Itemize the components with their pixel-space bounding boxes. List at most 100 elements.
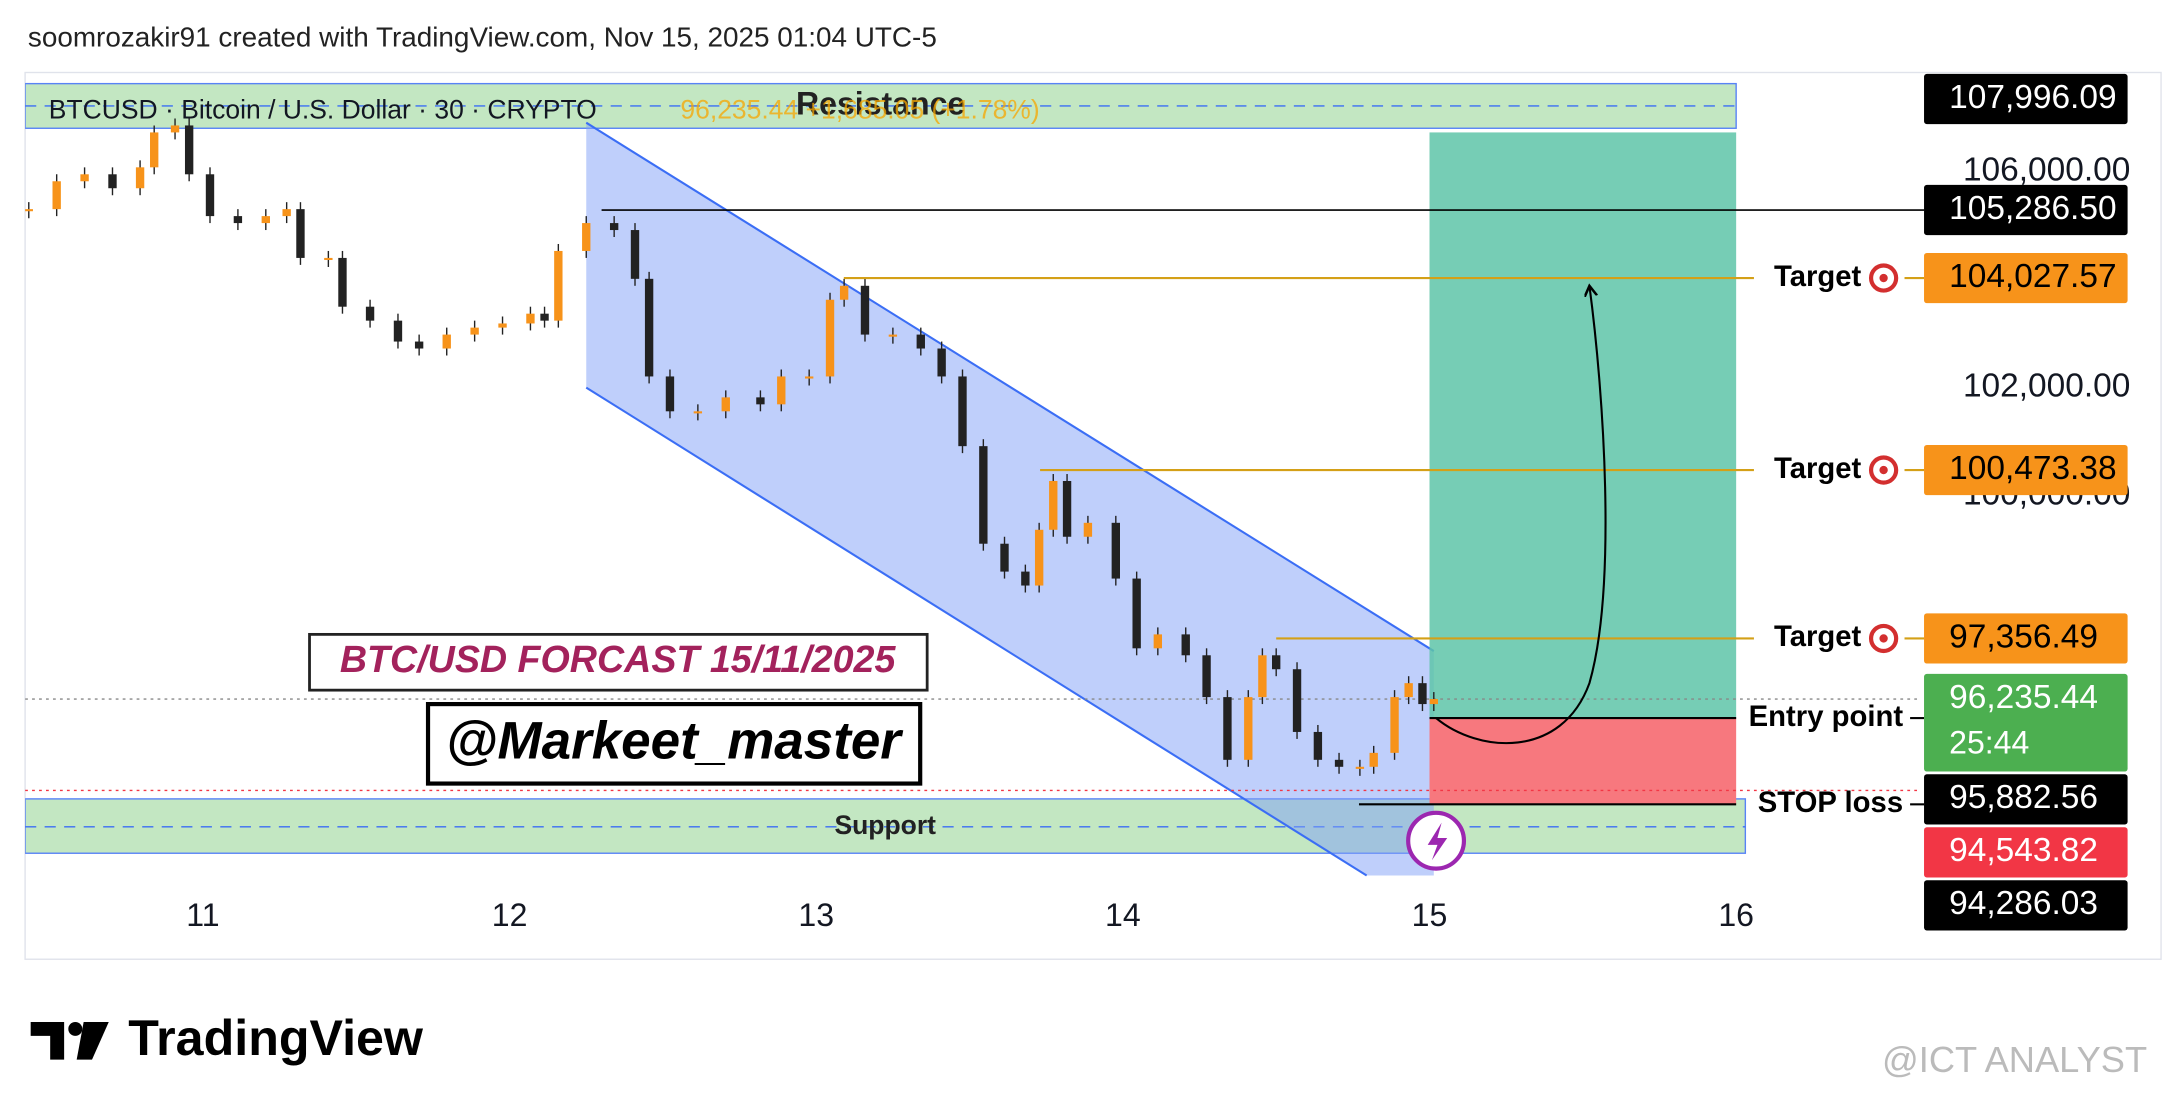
candle [1021,571,1030,586]
candle [1404,683,1413,698]
x-tick-label: 11 [186,897,219,933]
candle [777,376,786,405]
price-tag [1924,880,2128,931]
candle [582,223,591,251]
price-tag-label: 105,286.50 [1949,190,2116,227]
zone-label: Support [834,810,936,840]
zone-label: Resistance [796,85,965,121]
price-tag [1924,184,2128,236]
y-tick-label: 106,000.00 [1963,151,2130,188]
channel-edge [585,386,1368,877]
candle [554,250,563,321]
candle [888,334,898,337]
candle [324,257,333,261]
candle [1181,634,1190,656]
x-tick-label: 16 [1718,897,1754,933]
price-tag [1924,444,2128,496]
candle [644,278,654,377]
price-tag-countdown: 25:44 [1949,725,2029,761]
candle [756,397,765,405]
candle [282,209,291,217]
candle [1132,578,1141,649]
candle [470,327,479,335]
candle [1369,752,1378,767]
candle [80,174,89,182]
price-tag [1924,827,2128,878]
candle [1223,697,1232,760]
candle [1258,655,1267,698]
author-text: @Markeet_master [446,712,904,771]
price-tag-label: 94,543.82 [1949,832,2098,869]
forecast-text: BTC/USD FORCAST 15/11/2025 [340,638,897,680]
candle [498,323,507,328]
candle [665,376,675,412]
price-tag-label: 97,356.49 [1949,618,2098,655]
candle [1202,655,1211,698]
candle [693,411,703,414]
candle [1334,759,1344,767]
target-icon [1879,273,1888,283]
candle [233,216,243,224]
x-tick-label: 15 [1412,897,1448,933]
candle [1292,669,1302,732]
candle [1418,683,1427,705]
price-tag [1924,73,2128,125]
position-label: Entry point [1749,701,1904,733]
channel [586,122,1434,876]
price-tag-label: 104,027.57 [1949,258,2116,295]
price-tag-label: 95,882.56 [1949,779,2098,816]
lightning-icon [1406,810,1467,871]
candle [958,376,967,447]
candle [135,167,145,189]
symbol-legend: BTCUSD · Bitcoin / U.S. Dollar · 30 · CR… [49,95,597,125]
candle [1000,543,1009,572]
price-tag-label: 107,996.09 [1949,79,2116,116]
candle [937,348,946,377]
candle [442,334,451,349]
candle [540,313,549,321]
caption: soomrozakir91 created with TradingView.c… [28,21,937,52]
tv-logo-mark [30,1021,109,1060]
candle [1083,522,1093,537]
candle [1390,697,1399,753]
candle [825,299,835,377]
level-label: Target [1774,621,1862,653]
candle [839,285,849,300]
y-tick-label: 102,000.00 [1963,367,2130,404]
candle [630,230,640,279]
candle [393,320,403,342]
price-tag [1924,673,2128,772]
quote-legend: 96,235.44 +1,685.05 (+1.78%) [680,95,1039,125]
candle [1272,655,1281,670]
watermark: @ICT ANALYST [1882,1039,2147,1080]
candle [1313,731,1323,760]
candle [1429,699,1438,705]
candle [1355,766,1365,769]
candle [365,306,375,321]
candle [205,174,215,217]
candle [1153,634,1163,649]
price-tag-label: 100,473.38 [1949,450,2116,487]
profit-zone [1429,132,1737,719]
price-tag [1924,252,2128,304]
candle [804,376,814,379]
candle [184,125,194,175]
target-icon [1879,465,1888,475]
candle [1062,480,1072,537]
candle [860,285,870,335]
candle [414,341,424,349]
loss-zone [1429,718,1737,805]
price-tag [1924,774,2128,825]
candle [150,132,159,168]
tv-logo-text: TradingView [128,1010,424,1066]
candle [1034,529,1044,586]
candle [338,257,347,307]
candle [526,313,535,324]
candle [721,397,730,412]
price-tag-label: 96,235.44 [1949,679,2098,716]
author-box [425,702,923,786]
candle [108,174,117,189]
candle [25,209,33,212]
candle [916,334,925,349]
